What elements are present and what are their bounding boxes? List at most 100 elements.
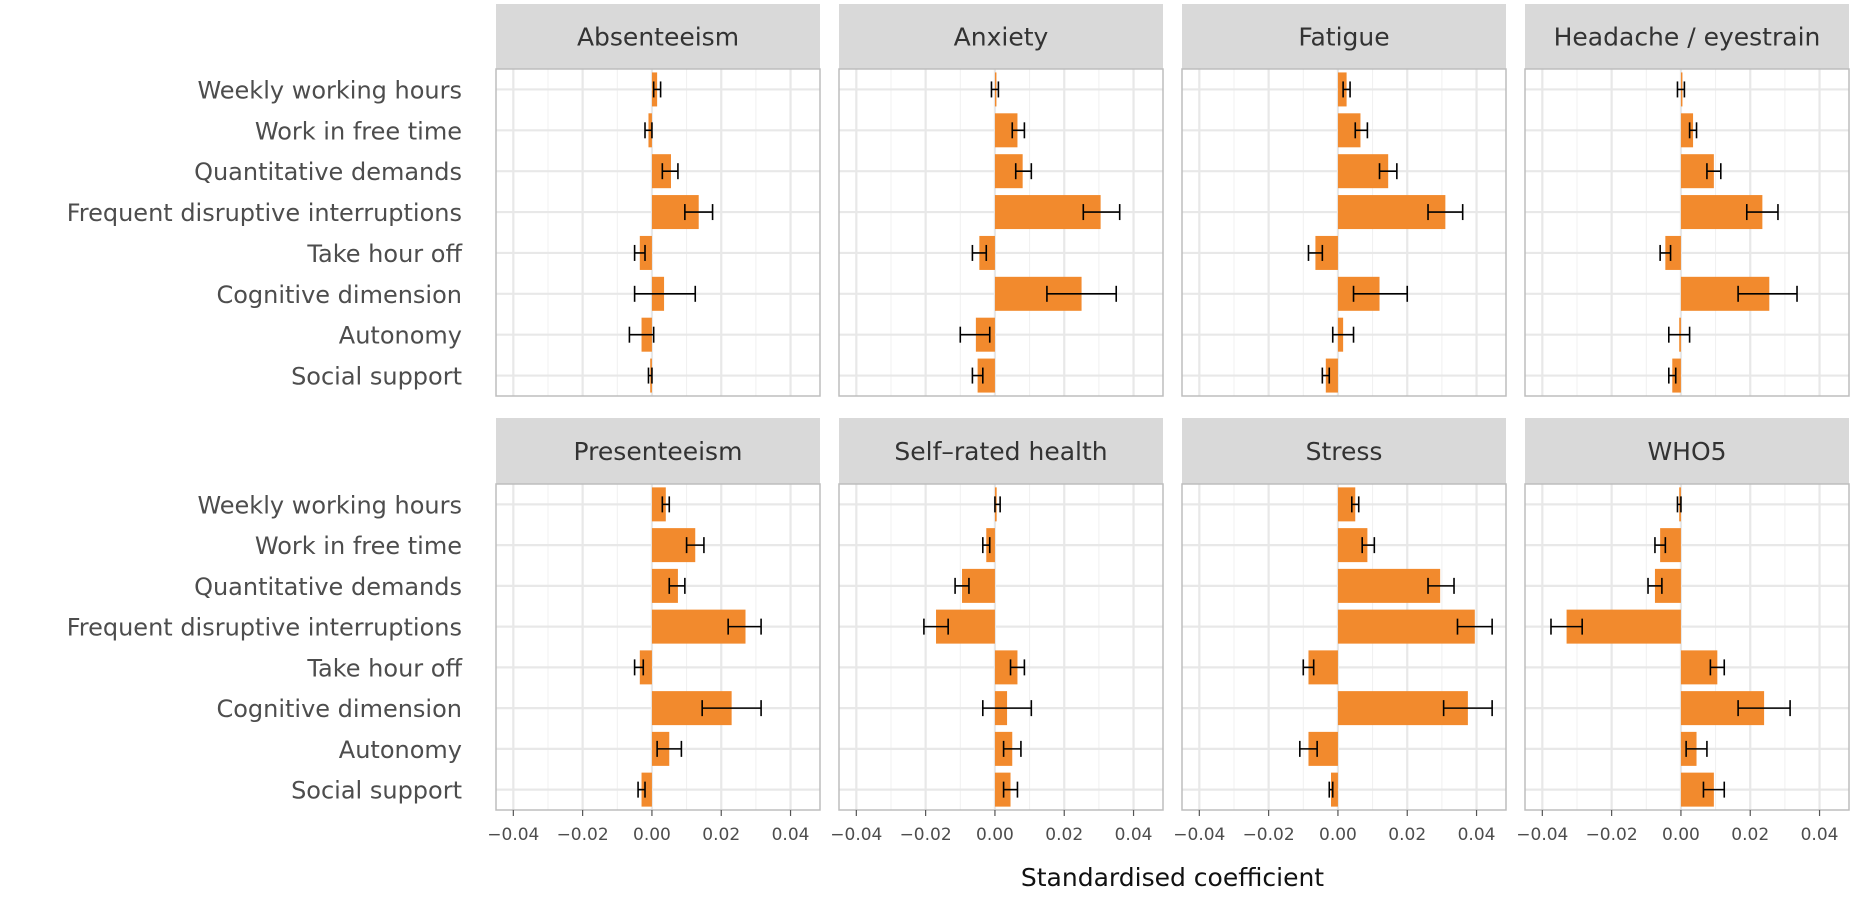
category-label: Cognitive dimension [216, 281, 462, 309]
bar-take-hour-off [1315, 235, 1338, 270]
facet-strip [839, 4, 1163, 69]
panel-border [1524, 68, 1850, 397]
errorbar-take-hour-off [1302, 659, 1315, 676]
errorbar-weekly-working-hours [661, 496, 671, 513]
facet-title: Anxiety [954, 23, 1049, 52]
bar-take-hour-off [639, 650, 652, 685]
errorbar-frequent-disruptive-interruptions [1745, 204, 1779, 221]
errorbar-autonomy [1002, 740, 1022, 757]
errorbar-social-support [1668, 367, 1677, 384]
bar-quantitative-demands [1337, 568, 1441, 603]
errorbar-autonomy [1299, 740, 1318, 757]
x-tick-label: 0.00 [1662, 825, 1700, 845]
errorbar-weekly-working-hours [1342, 81, 1351, 98]
bar-quantitative-demands [651, 154, 671, 189]
errorbar-frequent-disruptive-interruptions [1550, 618, 1583, 635]
bar-social-support [994, 772, 1011, 807]
facet-absenteeism: Absenteeism [495, 4, 821, 397]
category-label: Take hour off [306, 240, 462, 268]
x-tick-label: −0.02 [1586, 825, 1638, 845]
errorbar-work-in-free-time [1654, 537, 1667, 554]
errorbar-frequent-disruptive-interruptions [923, 618, 949, 635]
errorbar-weekly-working-hours [1676, 81, 1686, 98]
errorbar-weekly-working-hours [1676, 496, 1682, 513]
errorbar-work-in-free-time [1011, 122, 1026, 139]
errorbar-quantitative-demands [661, 163, 679, 180]
category-label: Work in free time [255, 532, 462, 560]
facet-strip [1182, 4, 1506, 69]
errorbar-take-hour-off [1009, 659, 1026, 676]
facet-title: Stress [1306, 437, 1383, 466]
errorbar-cognitive-dimension [982, 700, 1033, 717]
errorbar-work-in-free-time [1688, 122, 1698, 139]
bar-weekly-working-hours [651, 487, 666, 522]
category-label: Social support [291, 363, 462, 391]
x-tick-label: 0.04 [1115, 825, 1153, 845]
errorbar-weekly-working-hours [652, 81, 662, 98]
facet-fatigue: Fatigue [1181, 4, 1507, 397]
facet-stress: Stress −0.04 −0.02 0.00 0.02 0.04 [1173, 418, 1507, 845]
facet-strip [1525, 4, 1849, 69]
errorbar-take-hour-off [633, 659, 645, 676]
errorbar-quantitative-demands [1706, 163, 1722, 180]
facet-title: WHO5 [1647, 437, 1726, 466]
x-axis-title: Standardised coefficient [1021, 863, 1324, 892]
bar-work-in-free-time [1660, 528, 1681, 563]
bar-frequent-disruptive-interruptions [1337, 609, 1475, 644]
facet-strip [496, 418, 820, 484]
errorbar-cognitive-dimension [701, 700, 762, 717]
errorbar-work-in-free-time [982, 537, 991, 554]
x-tick-label: 0.02 [702, 825, 740, 845]
errorbar-cognitive-dimension [1737, 700, 1791, 717]
panel-background [496, 69, 820, 396]
bar-work-in-free-time [986, 528, 995, 563]
x-tick-label: 0.02 [1045, 825, 1083, 845]
errorbar-cognitive-dimension [1352, 285, 1409, 302]
errorbar-quantitative-demands [1378, 163, 1398, 180]
x-tick-label: 0.00 [633, 825, 671, 845]
facet-strip [1525, 418, 1849, 484]
facet-title: Presenteeism [574, 437, 743, 466]
category-label: Work in free time [255, 117, 462, 145]
errorbar-cognitive-dimension [1442, 700, 1493, 717]
errorbar-quantitative-demands [1014, 163, 1033, 180]
errorbar-take-hour-off [971, 244, 988, 261]
errorbar-work-in-free-time [644, 122, 653, 139]
category-label: Autonomy [339, 736, 462, 764]
errorbar-social-support [1321, 367, 1331, 384]
x-tick-label: 0.02 [1388, 825, 1426, 845]
errorbar-work-in-free-time [685, 537, 705, 554]
facet-title: Self–rated health [894, 437, 1107, 466]
bar-weekly-working-hours [1337, 487, 1356, 522]
errorbar-take-hour-off [633, 244, 646, 261]
x-tick-label: −0.02 [900, 825, 952, 845]
bar-social-support [1331, 772, 1338, 807]
panel-border [495, 483, 821, 811]
bar-social-support [1325, 358, 1338, 393]
category-label: Frequent disruptive interruptions [67, 614, 462, 642]
facet-presenteeism: Presenteeism −0.04 −0.02 0.00 0.02 0.04 [487, 418, 821, 845]
errorbar-autonomy [656, 740, 683, 757]
errorbar-autonomy [959, 326, 991, 343]
panel-border [1181, 483, 1507, 811]
panel-border [1181, 68, 1507, 397]
facet-strip [496, 4, 820, 69]
category-label: Weekly working hours [197, 491, 462, 519]
errorbar-autonomy [1331, 326, 1355, 343]
x-tick-label: −0.02 [557, 825, 609, 845]
category-label: Cognitive dimension [216, 695, 462, 723]
errorbar-frequent-disruptive-interruptions [684, 204, 714, 221]
errorbar-work-in-free-time [1361, 537, 1376, 554]
errorbar-autonomy [1685, 740, 1708, 757]
errorbar-cognitive-dimension [1046, 285, 1118, 302]
x-tick-label: 0.02 [1731, 825, 1769, 845]
bar-take-hour-off [1665, 235, 1681, 270]
errorbar-social-support [1328, 781, 1334, 798]
bar-social-support [1672, 358, 1681, 393]
bar-take-hour-off [994, 650, 1018, 685]
bar-work-in-free-time [994, 113, 1018, 148]
facet-headache-eyestrain: Headache / eyestrain [1524, 4, 1850, 397]
category-label: Quantitative demands [194, 573, 462, 601]
bar-work-in-free-time [1337, 113, 1361, 148]
